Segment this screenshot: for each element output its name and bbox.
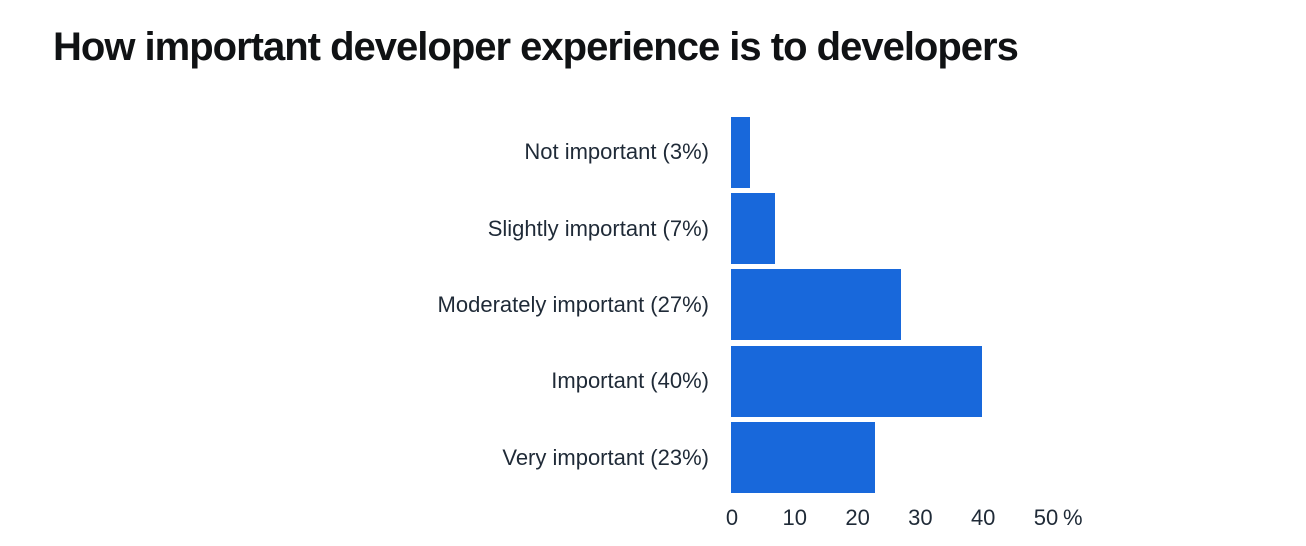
bar-track	[731, 269, 1045, 341]
category-label: Not important (3%)	[524, 139, 709, 165]
chart-row: Moderately important (27%)	[0, 267, 1306, 343]
bar	[731, 116, 750, 188]
bar	[731, 345, 983, 417]
bar-track	[731, 422, 1045, 494]
chart-title: How important developer experience is to…	[53, 25, 1019, 69]
x-axis-tick-label: 40	[970, 504, 996, 530]
bar-track	[731, 193, 1045, 265]
chart-row: Not important (3%)	[0, 114, 1306, 190]
chart-rows: Not important (3%) Slightly important (7%…	[0, 114, 1306, 496]
bar-track	[731, 116, 1045, 188]
chart-row: Slightly important (7%)	[0, 190, 1306, 266]
x-axis-tick-label: 20	[845, 504, 870, 530]
x-axis: 0 10 20 30 40 50%	[726, 504, 1083, 535]
chart-row: Very important (23%)	[0, 420, 1306, 496]
category-label: Moderately important (27%)	[437, 291, 709, 317]
category-label: Slightly important (7%)	[487, 215, 709, 241]
x-axis-tick-label: 0	[725, 504, 739, 530]
chart-row: Important (40%)	[0, 343, 1306, 419]
bar	[731, 422, 876, 494]
x-axis-tick-label: 30	[908, 504, 933, 530]
bar	[731, 269, 901, 341]
x-axis-tick-label: 50	[1033, 504, 1059, 530]
bar-chart: Not important (3%) Slightly important (7%…	[0, 114, 1306, 535]
bar	[731, 193, 775, 265]
category-label: Very important (23%)	[502, 444, 709, 470]
bar-track	[731, 345, 1045, 417]
x-axis-tick-label: 10	[782, 504, 808, 530]
x-axis-unit: %	[1063, 504, 1083, 530]
category-label: Important (40%)	[551, 368, 709, 394]
